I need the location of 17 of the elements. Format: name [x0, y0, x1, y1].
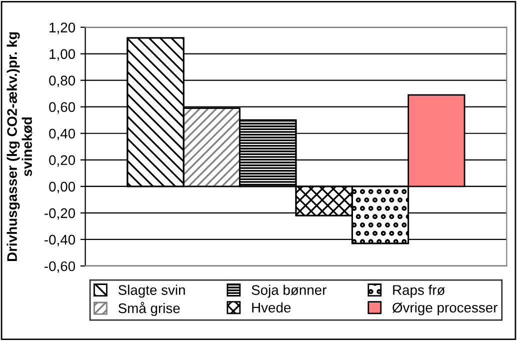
y-tick-label: 1,20: [50, 22, 76, 34]
y-tick-label: 0,80: [49, 76, 76, 88]
y-tick-label: -0,60: [44, 261, 76, 273]
y-tick-label: -0,20: [44, 208, 76, 220]
y-axis-title: Drivhusgasser (kg CO2-ækv.)pr. kg svinekød: [6, 32, 32, 261]
y-tick-label: 0,60: [49, 102, 76, 114]
y-tick-label: 0,40: [49, 128, 76, 140]
legend-label: Hvede: [252, 302, 291, 313]
legend-label: Slagte svin: [118, 284, 185, 298]
legend-label: Øvrige processer: [392, 302, 498, 316]
legend-label: Raps frø: [393, 284, 445, 298]
legend-label: Små grise: [118, 302, 180, 316]
y-tick-label: 0,20: [49, 155, 76, 167]
y-tick-label: -0,40: [44, 234, 76, 246]
y-tick-label: 1,00: [50, 49, 76, 61]
y-tick-label: 0,00: [49, 182, 76, 194]
legend-label: Soja bønner: [252, 284, 326, 298]
